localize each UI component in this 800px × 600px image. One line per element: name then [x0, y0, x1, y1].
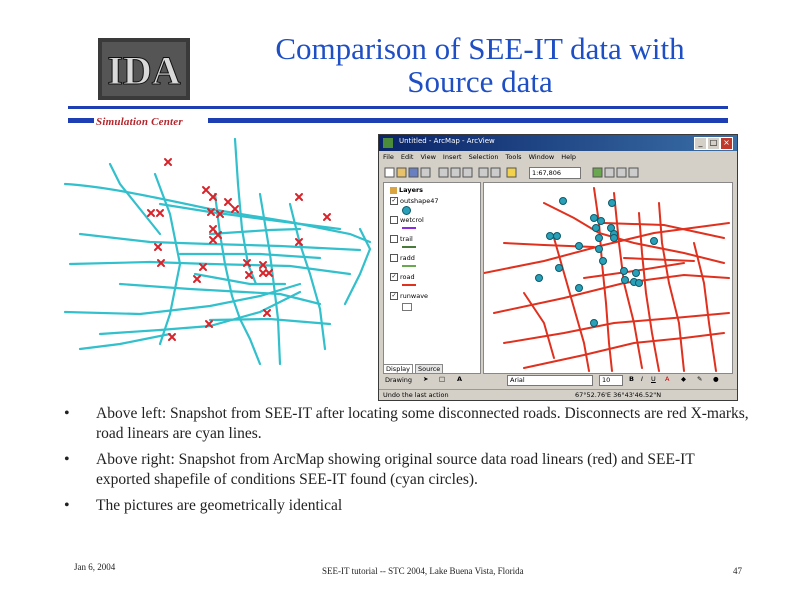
font-name-select[interactable]: Arial: [507, 375, 593, 386]
bullet-item: • The pictures are geometrically identica…: [64, 497, 343, 514]
line-color-icon[interactable]: ✎: [697, 375, 703, 383]
bullet-list: • Above left: Snapshot from SEE-IT after …: [60, 404, 750, 522]
arcmap-app-icon: [383, 138, 393, 148]
marker-color-icon[interactable]: ●: [713, 375, 719, 383]
menu-selection[interactable]: Selection: [468, 153, 499, 161]
line-symbol-icon: [402, 265, 416, 267]
bold-button[interactable]: B: [629, 375, 634, 383]
menu-help[interactable]: Help: [561, 153, 577, 161]
layer-checkbox[interactable]: ✓: [390, 273, 398, 281]
tab-display[interactable]: Display: [383, 364, 413, 374]
line-symbol-icon: [402, 227, 416, 229]
page-number: 47: [733, 566, 742, 576]
title-rule-top: [68, 106, 728, 109]
layer-checkbox[interactable]: ✓: [390, 292, 398, 300]
title-line-2: Source data: [407, 64, 553, 99]
italic-button[interactable]: I: [641, 375, 643, 383]
arcmap-title: Untitled - ArcMap - ArcView: [399, 137, 495, 145]
status-coordinates: 67°52.76'E 36°43'46.52"N: [575, 391, 662, 399]
select-arrow-icon[interactable]: ➤: [423, 375, 429, 383]
menu-window[interactable]: Window: [528, 153, 555, 161]
rectangle-tool-icon[interactable]: □: [439, 375, 446, 383]
fill-color-icon[interactable]: ◆: [681, 375, 686, 383]
toc-layers-header[interactable]: Layers: [390, 186, 423, 194]
polygon-symbol-icon: [402, 303, 412, 311]
layers-icon: [390, 186, 397, 194]
menu-edit[interactable]: Edit: [400, 153, 414, 161]
toc-tabs: Display Source: [383, 364, 444, 374]
layer-row[interactable]: ✓ road: [390, 273, 415, 281]
underline-button[interactable]: U: [651, 375, 656, 383]
footer-date: Jan 6, 2004: [74, 562, 116, 572]
circle-symbol-icon: [402, 206, 411, 215]
layer-checkbox[interactable]: [390, 235, 398, 243]
text-tool-icon[interactable]: A: [457, 375, 463, 383]
logo-text: IDA: [107, 48, 180, 93]
menu-file[interactable]: File: [383, 153, 394, 161]
menu-tools[interactable]: Tools: [505, 153, 522, 161]
layer-row[interactable]: ✓ runwave: [390, 292, 429, 300]
arcmap-window: Untitled - ArcMap - ArcView _ □ × File E…: [378, 134, 738, 401]
maximize-button[interactable]: □: [707, 137, 720, 150]
ida-logo: IDA: [98, 38, 190, 100]
close-button[interactable]: ×: [720, 137, 733, 150]
layer-checkbox[interactable]: [390, 254, 398, 262]
title-rule-right: [208, 118, 728, 123]
arcmap-statusbar: Undo the last action 67°52.76'E 36°43'46…: [379, 389, 737, 400]
bullet-dot: •: [64, 451, 70, 468]
slide-title: Comparison of SEE-IT data with Source da…: [220, 32, 740, 98]
bullet-dot: •: [64, 405, 70, 422]
bullet-dot: •: [64, 497, 70, 514]
table-of-contents: Layers ✓ outshape47 wetcrol trail radd ✓ r…: [383, 182, 481, 374]
line-symbol-icon: [402, 284, 416, 286]
tab-source[interactable]: Source: [414, 364, 444, 374]
layer-checkbox[interactable]: ✓: [390, 197, 398, 205]
menu-view[interactable]: View: [420, 153, 436, 161]
layer-row[interactable]: trail: [390, 235, 413, 243]
scale-input[interactable]: 1:67,806: [529, 167, 581, 179]
drawing-menu[interactable]: Drawing: [385, 376, 413, 384]
line-symbol-icon: [402, 246, 416, 248]
arcmap-menubar: File Edit View Insert Selection Tools Wi…: [383, 153, 576, 165]
footer-center: SEE-IT tutorial -- STC 2004, Lake Buena …: [322, 566, 524, 576]
font-size-select[interactable]: 10: [599, 375, 623, 386]
font-color-icon[interactable]: A: [665, 375, 670, 383]
simulation-center-label: Simulation Center: [96, 116, 183, 128]
layer-row[interactable]: radd: [390, 254, 415, 262]
status-message: Undo the last action: [383, 391, 449, 399]
arcmap-toolbar[interactable]: [383, 166, 733, 180]
drawing-toolbar: Drawing ➤ □ A Arial 10 B I U A ◆ ✎ ●: [383, 375, 733, 387]
title-rule-left: [68, 118, 94, 123]
menu-insert[interactable]: Insert: [442, 153, 462, 161]
arcmap-titlebar: Untitled - ArcMap - ArcView _ □ ×: [379, 135, 737, 151]
layer-checkbox[interactable]: [390, 216, 398, 224]
layer-row[interactable]: ✓ outshape47: [390, 197, 439, 205]
bullet-item: • Above left: Snapshot from SEE-IT after …: [64, 405, 749, 442]
title-line-1: Comparison of SEE-IT data with: [275, 31, 685, 66]
layer-row[interactable]: wetcrol: [390, 216, 424, 224]
bullet-item: • Above right: Snapshot from ArcMap showi…: [64, 451, 695, 488]
arcmap-map-view[interactable]: [483, 182, 733, 374]
minimize-button[interactable]: _: [694, 137, 707, 150]
left-map-snapshot: [63, 137, 372, 366]
